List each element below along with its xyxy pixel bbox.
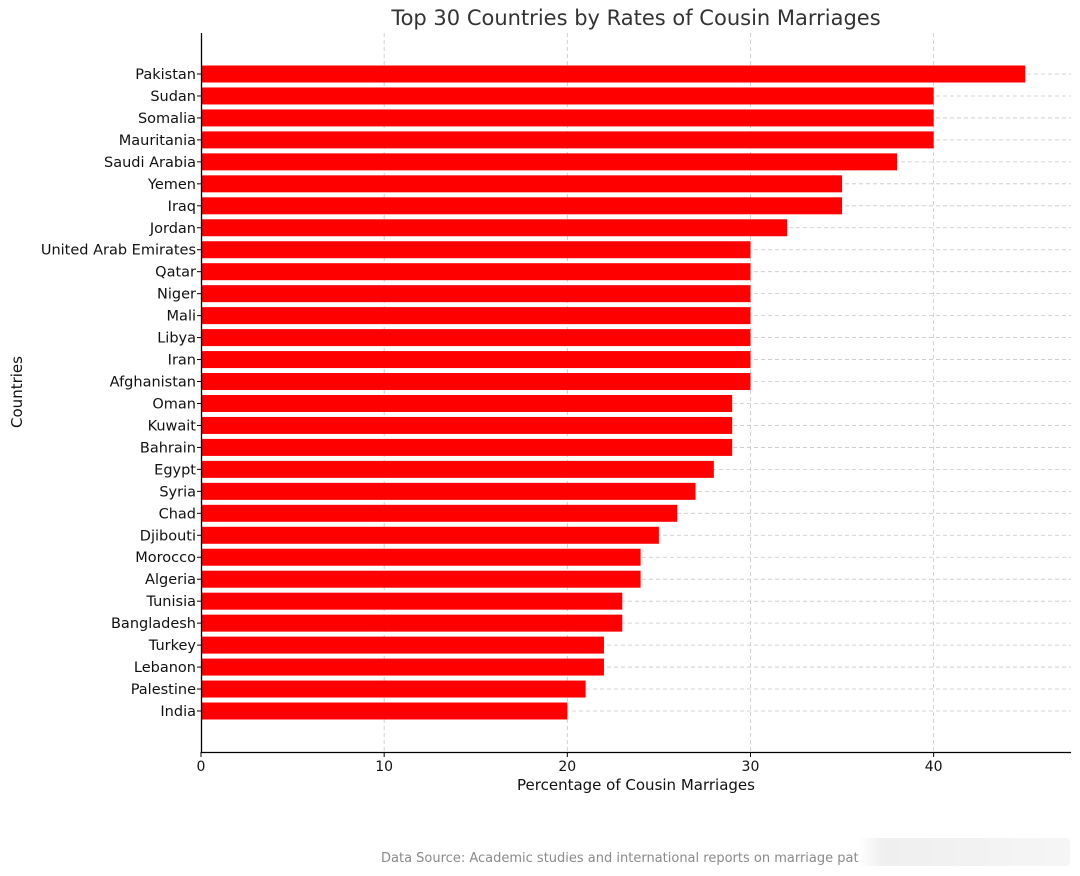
y-tick-label: Somalia — [138, 111, 196, 127]
bar — [201, 482, 696, 500]
y-tick-label: Qatar — [155, 265, 196, 281]
bar — [201, 592, 623, 610]
y-tick-label: Niger — [157, 287, 196, 303]
bar — [201, 416, 733, 434]
bar — [201, 219, 788, 237]
bar — [201, 175, 843, 193]
data-source-note: Data Source: Academic studies and intern… — [381, 851, 859, 866]
bar — [201, 658, 604, 676]
x-tick-label: 30 — [742, 759, 760, 775]
bar — [201, 241, 751, 259]
y-tick-label: Saudi Arabia — [104, 155, 196, 171]
y-tick-label: Oman — [152, 396, 196, 412]
bar — [201, 153, 897, 171]
x-tick-label: 40 — [925, 759, 943, 775]
y-tick-label: Yemen — [147, 177, 196, 193]
bar — [201, 504, 678, 522]
y-tick-label: Mauritania — [119, 133, 196, 149]
y-tick-label: Kuwait — [148, 418, 197, 434]
y-axis-label: Countries — [8, 356, 26, 428]
bar — [201, 307, 751, 325]
watermark-overlay — [858, 838, 1070, 866]
bars — [201, 65, 1026, 720]
bar — [201, 548, 641, 566]
bar — [201, 373, 751, 391]
y-tick-label: Syria — [159, 484, 196, 500]
y-tick-label: Bangladesh — [111, 616, 196, 632]
bar — [201, 65, 1026, 83]
bar — [201, 636, 604, 654]
bar — [201, 702, 568, 720]
bar — [201, 438, 733, 456]
y-tick-label: Turkey — [148, 638, 197, 654]
y-tick-label: Egypt — [154, 462, 196, 478]
y-tick-label: Bahrain — [140, 440, 196, 456]
y-tick-label: United Arab Emirates — [41, 243, 196, 259]
y-tick-label: Lebanon — [134, 660, 196, 676]
x-tick-label: 0 — [197, 759, 206, 775]
x-tick-label: 10 — [375, 759, 393, 775]
bar — [201, 526, 659, 544]
y-tick-label: Iran — [168, 353, 196, 369]
y-tick-labels: Pakistan Sudan Somalia Mauritania Saudi Arab… — [41, 67, 201, 720]
bar — [201, 285, 751, 303]
x-ticks: 0 10 20 30 40 — [197, 752, 943, 775]
bar — [201, 109, 934, 127]
bar — [201, 329, 751, 347]
chart-title: Top 30 Countries by Rates of Cousin Marr… — [390, 6, 880, 30]
y-tick-label: Iraq — [168, 199, 196, 215]
y-tick-label: Algeria — [145, 572, 196, 588]
bar — [201, 680, 586, 698]
y-tick-label: Chad — [159, 506, 196, 522]
bar — [201, 351, 751, 369]
bar — [201, 131, 934, 149]
bar — [201, 394, 733, 412]
bar — [201, 87, 934, 105]
y-tick-label: Jordan — [149, 221, 196, 237]
y-tick-label: Tunisia — [145, 594, 196, 610]
bar — [201, 570, 641, 588]
x-axis-label: Percentage of Cousin Marriages — [517, 776, 755, 794]
y-tick-label: Djibouti — [140, 528, 196, 544]
axes — [200, 33, 1071, 754]
y-tick-label: Afghanistan — [110, 375, 196, 391]
bar — [201, 614, 623, 632]
y-tick-label: Morocco — [135, 550, 196, 566]
y-tick-label: Sudan — [150, 89, 196, 105]
y-tick-label: Palestine — [131, 682, 196, 698]
bar — [201, 263, 751, 281]
y-tick-label: India — [160, 704, 196, 720]
bar — [201, 460, 714, 478]
y-tick-label: Mali — [167, 309, 196, 325]
y-tick-label: Pakistan — [135, 67, 196, 83]
y-tick-label: Libya — [157, 331, 196, 347]
x-tick-label: 20 — [558, 759, 576, 775]
bar — [201, 197, 843, 215]
